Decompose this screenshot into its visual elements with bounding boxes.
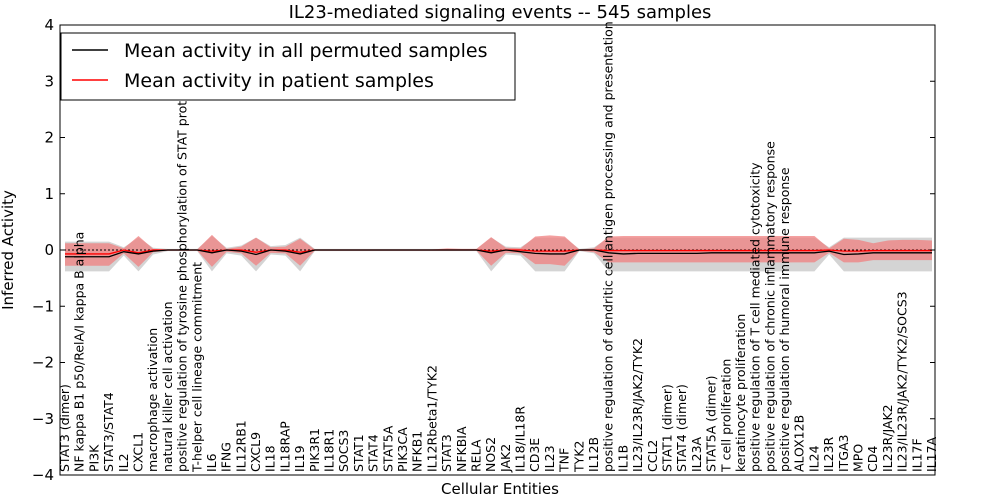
y-tick-label: −3 bbox=[32, 410, 54, 428]
category-label: IL18RAP bbox=[277, 421, 292, 472]
y-tick-label: 0 bbox=[44, 241, 54, 259]
category-label: JAK2 bbox=[498, 444, 513, 473]
category-label: IL6 bbox=[204, 453, 219, 472]
category-label: T-helper cell lineage commitment bbox=[189, 262, 204, 473]
plot-content bbox=[60, 234, 935, 272]
category-label: CD4 bbox=[865, 446, 880, 472]
category-label: ITGA3 bbox=[836, 434, 851, 472]
y-tick-label: 3 bbox=[44, 72, 54, 90]
category-label: STAT4 bbox=[366, 434, 381, 472]
category-label: IL12Rbeta1/TYK2 bbox=[424, 365, 439, 472]
y-tick-label: 2 bbox=[44, 129, 54, 147]
category-label: IL18 bbox=[263, 445, 278, 472]
category-label: STAT1 bbox=[351, 434, 366, 472]
category-label: IL23R/JAK2 bbox=[880, 404, 895, 472]
category-label: NFKB1 bbox=[410, 431, 425, 472]
permuted-mean-line bbox=[65, 249, 932, 258]
category-label: IL18R1 bbox=[322, 429, 337, 472]
y-tick-label: −2 bbox=[32, 354, 54, 372]
category-label: RELA bbox=[468, 439, 483, 472]
category-label: NF kappa B1 p50/RelA/I kappa B alpha bbox=[72, 232, 87, 472]
legend: Mean activity in all permuted samples Me… bbox=[60, 32, 516, 101]
category-label: CXCL9 bbox=[248, 432, 263, 472]
category-label: TNF bbox=[557, 448, 572, 473]
category-label: IL12B bbox=[586, 437, 601, 472]
category-label: IL24 bbox=[806, 445, 821, 472]
category-label: positive regulation of dendritic cell an… bbox=[601, 21, 616, 472]
category-label: IFNG bbox=[219, 442, 234, 472]
category-label: CXCL1 bbox=[130, 432, 145, 472]
y-tick-label: 4 bbox=[44, 16, 54, 34]
category-label: IL23/IL23R/JAK2/TYK2/SOCS3 bbox=[895, 291, 910, 472]
y-axis-ticks: 4 3 2 1 0 −1 −2 −3 −4 bbox=[32, 16, 935, 484]
category-label: PIK3R1 bbox=[307, 428, 322, 472]
category-label: IL23/IL23R/JAK2/TYK2 bbox=[630, 338, 645, 472]
category-label: TYK2 bbox=[571, 441, 586, 473]
category-label: PIK3CA bbox=[395, 427, 410, 472]
category-label: IL19 bbox=[292, 445, 307, 472]
category-label: MPO bbox=[851, 444, 866, 472]
legend-box bbox=[60, 32, 516, 101]
category-label: IL1B bbox=[615, 445, 630, 472]
category-label: STAT3 (dimer) bbox=[57, 384, 72, 472]
y-tick-label: −4 bbox=[32, 466, 54, 484]
category-label: IL23R bbox=[821, 436, 836, 472]
category-label: positive regulation of T cell mediated c… bbox=[748, 162, 763, 472]
category-label: NOS2 bbox=[483, 437, 498, 472]
category-label: positive regulation of humoral immune re… bbox=[777, 167, 792, 472]
category-label: IL23A bbox=[689, 436, 704, 472]
category-label: STAT3/STAT4 bbox=[101, 392, 116, 472]
category-label: STAT5A (dimer) bbox=[704, 376, 719, 472]
category-label: IL12RB1 bbox=[233, 420, 248, 472]
y-tick-label: −1 bbox=[32, 297, 54, 315]
category-label: IL23 bbox=[542, 445, 557, 472]
category-label: SOCS3 bbox=[336, 430, 351, 472]
category-label: PI3K bbox=[86, 444, 101, 472]
x-axis-label: Cellular Entities bbox=[441, 480, 559, 498]
category-label: STAT5A bbox=[380, 425, 395, 472]
chart-title: IL23-mediated signaling events -- 545 sa… bbox=[289, 2, 712, 23]
category-label: CD3E bbox=[527, 438, 542, 472]
category-label: positive regulation of tyrosine phosphor… bbox=[175, 82, 190, 472]
category-label: IL18/IL18R bbox=[513, 406, 528, 472]
legend-label-patient: Mean activity in patient samples bbox=[124, 70, 434, 92]
legend-label-permuted: Mean activity in all permuted samples bbox=[124, 40, 487, 62]
category-label: keratinocyte proliferation bbox=[733, 314, 748, 472]
category-label: NFKBIA bbox=[454, 426, 469, 472]
series-layer bbox=[65, 249, 932, 258]
category-label: IL17A bbox=[924, 436, 939, 472]
y-axis-label: Inferred Activity bbox=[0, 190, 17, 310]
y-tick-label: 1 bbox=[44, 185, 54, 203]
patient-mean-line bbox=[65, 249, 932, 255]
category-label: STAT4 (dimer) bbox=[674, 384, 689, 472]
category-label: T cell proliferation bbox=[718, 359, 733, 473]
category-label: positive regulation of chronic inflammat… bbox=[762, 141, 777, 472]
category-label: IL2 bbox=[116, 453, 131, 472]
category-label: STAT3 bbox=[439, 434, 454, 472]
category-label: STAT1 (dimer) bbox=[659, 384, 674, 472]
category-labels: STAT3 (dimer) NF kappa B1 p50/RelA/I kapp… bbox=[57, 21, 939, 473]
category-label: CCL2 bbox=[645, 440, 660, 472]
category-label: ALOX12B bbox=[792, 415, 807, 472]
category-label: IL17F bbox=[909, 438, 924, 472]
category-label: macrophage activation bbox=[145, 328, 160, 472]
category-label: natural killer cell activation bbox=[160, 301, 175, 472]
